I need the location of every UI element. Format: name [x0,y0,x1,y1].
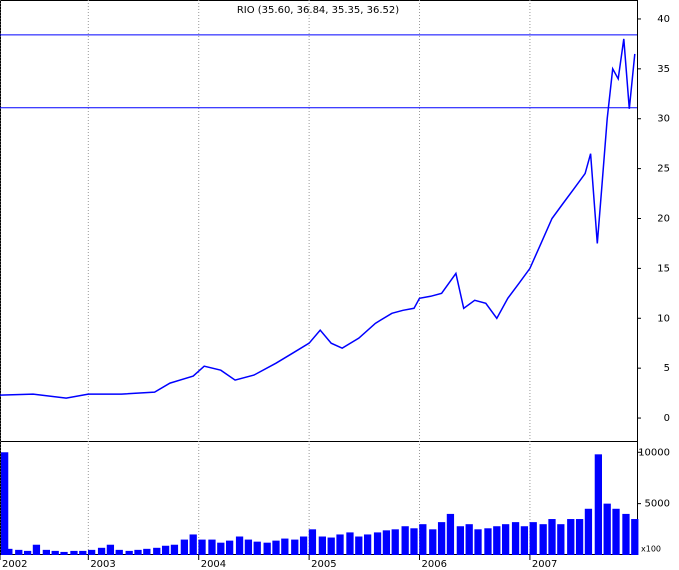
volume-bar [622,513,630,555]
y-tick-label: 15 [657,263,670,274]
volume-bar [355,536,363,555]
volume-bar [474,529,482,555]
volume-bar [446,513,455,555]
volume-bar [382,530,391,555]
volume-bar [272,540,280,555]
volume-bar [327,537,335,555]
volume-bar [419,524,427,555]
volume-bar [23,550,32,555]
volume-bar [281,538,289,555]
x-tick-label: 2002 [2,559,27,570]
y-tick-label: 5000 [645,499,670,510]
volume-bar [612,508,620,555]
volume-bar [115,549,123,555]
volume-bar [235,536,244,555]
y-tick-label: 20 [657,214,670,225]
volume-bar [557,524,565,555]
volume-bar [125,550,133,555]
volume-bar [363,534,372,555]
volume-bar [51,550,59,555]
y-tick-label: 25 [657,164,670,175]
volume-bar [493,526,501,555]
volume-bar [87,549,96,555]
volume-bar [308,529,317,555]
volume-bar [429,529,437,555]
volume-bar [180,539,189,555]
y-tick-label: 30 [657,114,670,125]
volume-bar [253,541,261,555]
volume-bar [208,539,216,555]
volume-bar [567,519,575,555]
volume-bar [511,522,520,555]
volume-bar [170,544,179,555]
volume-bar [217,542,225,555]
volume-bar [5,548,13,555]
volume-bar [520,526,529,555]
volume-bar [263,542,271,555]
volume-bar [143,548,151,555]
chart-title: RIO (35.60, 36.84, 35.35, 36.52) [237,5,399,16]
volume-bar [299,536,308,555]
volume-bar [42,549,51,555]
volume-bar [401,526,409,555]
y-tick-label: 5 [664,363,670,374]
volume-bar [410,528,418,555]
volume-bar [1,452,9,555]
volume-bar [244,539,253,555]
price-line [0,38,636,399]
volume-bar [594,454,603,555]
volume-bar [79,550,87,555]
volume-bar [437,522,446,555]
volume-bar [97,547,106,555]
volume-bar [603,503,611,555]
y-tick-label: 10 [657,313,670,324]
y-tick-label: 35 [657,64,670,75]
x-tick-label: 2004 [201,559,226,570]
volume-bar [456,526,465,555]
volume-bar [291,539,299,555]
volume-bar [346,532,354,555]
y-tick-label: 10000 [638,447,670,458]
volume-bar [189,534,197,555]
x-tick-label: 2006 [422,559,447,570]
x-tick-label: 2005 [311,559,336,570]
volume-bar [106,544,115,555]
volume-bar [484,528,492,555]
frame [0,0,638,555]
volume-bar [529,522,537,555]
x-tick-label: 2007 [532,559,557,570]
volume-bar [70,550,78,555]
volume-bar [575,519,584,555]
volume-bar [32,544,41,555]
volume-bar [15,549,23,555]
volume-bar [336,534,344,555]
volume-bar [225,540,234,555]
volume-bar [318,536,327,555]
volume-bar [391,529,399,555]
volume-bar [161,545,170,555]
volume-bar [539,524,547,555]
y-tick-label: 0 [664,413,670,424]
volume-bar [548,519,556,555]
volume-unit: x100 [641,545,661,554]
volume-bar [60,551,68,555]
volume-bar [198,539,206,555]
volume-bar [501,524,510,555]
volume-bar [631,519,639,555]
volume-bar [584,508,593,555]
x-tick-label: 2003 [90,559,115,570]
volume-bar [465,524,473,555]
volume-bar [134,549,142,555]
volume-bar [153,547,161,555]
volume-bar [373,532,382,555]
y-tick-label: 40 [657,14,670,25]
